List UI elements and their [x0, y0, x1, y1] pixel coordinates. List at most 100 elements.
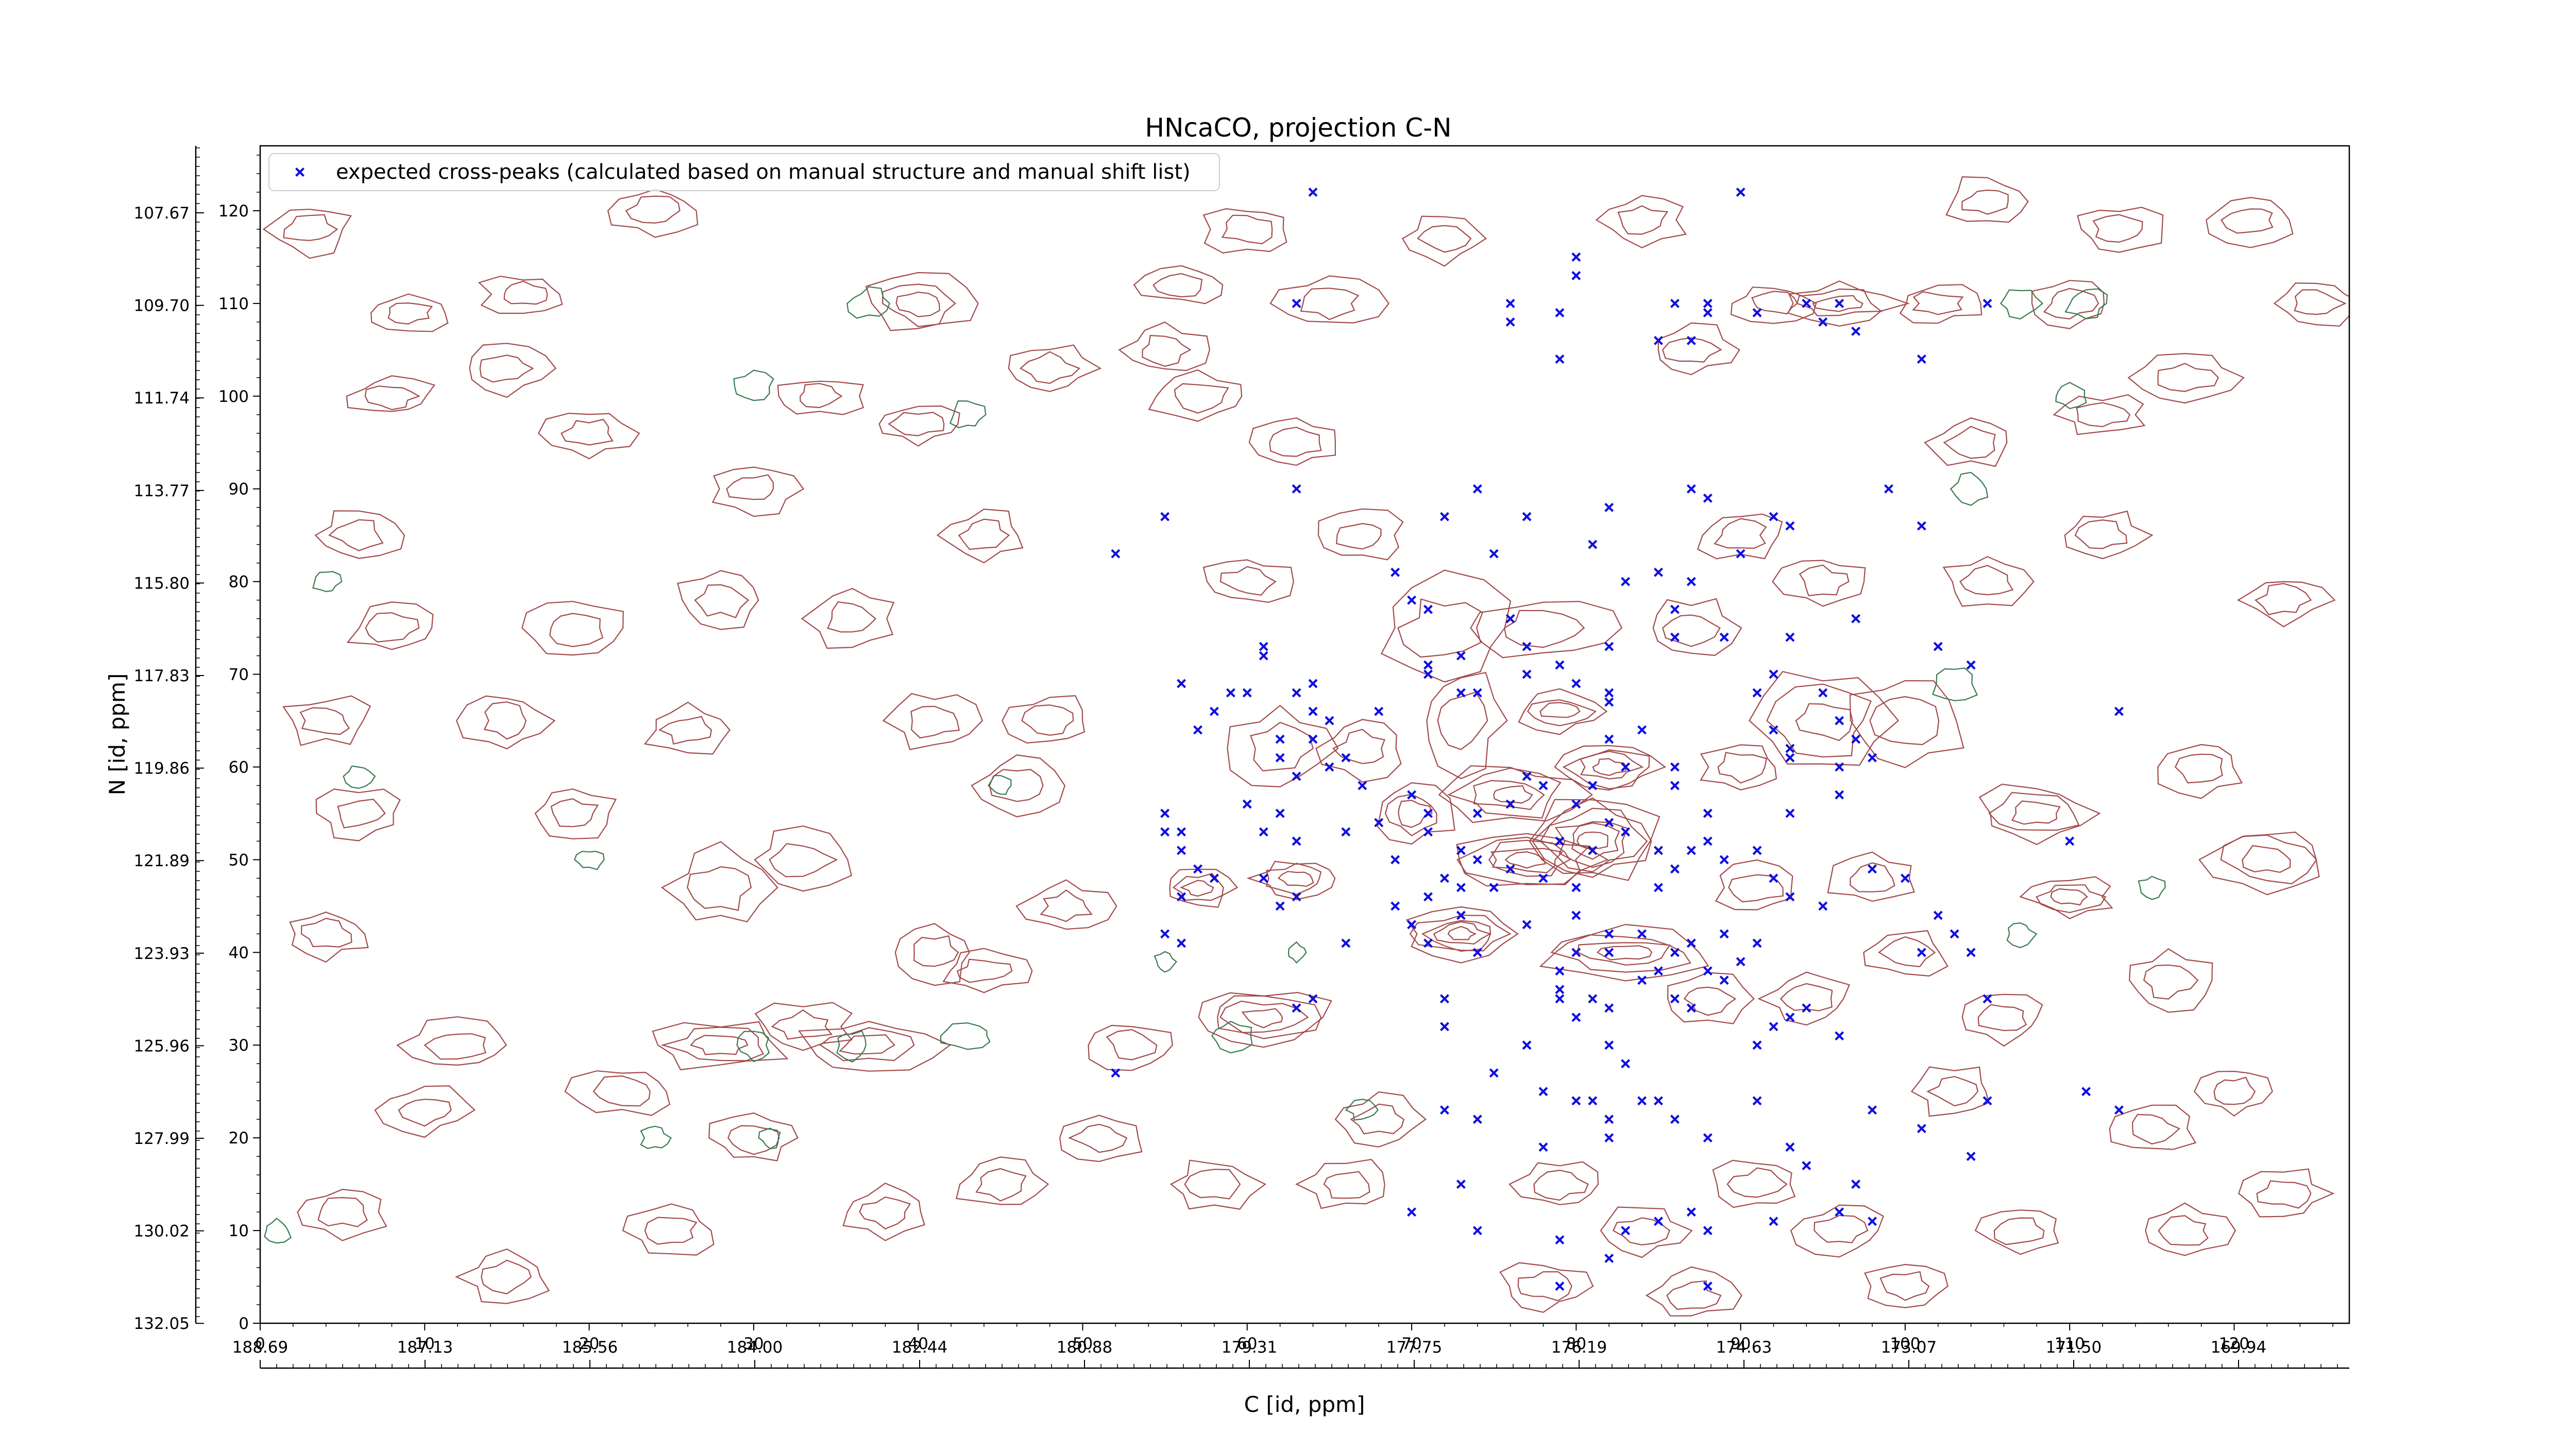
expected-cross-peak: [1456, 911, 1466, 920]
x-index-tick-label: 0: [255, 1335, 265, 1353]
contour-level: [1827, 851, 1915, 902]
expected-cross-peak: [1769, 725, 1778, 735]
contour-positive: [1667, 972, 1755, 1024]
contour-level: [1780, 983, 1833, 1012]
contour-level: [1470, 601, 1623, 659]
contour-positive: [2064, 510, 2154, 560]
contour-positive: [1652, 598, 1742, 656]
expected-cross-peak: [1736, 549, 1745, 559]
contour-level: [2194, 1070, 2273, 1117]
contour-layer: [262, 176, 2349, 1317]
contour-level: [658, 716, 712, 745]
contour-level: [1417, 225, 1472, 253]
contour-level: [1617, 205, 1669, 235]
expected-cross-peak: [1670, 1115, 1680, 1124]
expected-cross-peak: [1308, 706, 1318, 716]
expected-cross-peak: [1242, 688, 1252, 698]
contour-level: [1597, 945, 1653, 961]
contour-positive: [878, 405, 960, 447]
contour-positive: [1380, 569, 1512, 683]
contour-level: [1600, 1206, 1693, 1258]
expected-cross-peak: [1851, 734, 1861, 744]
x-ppm-tick-label: 180.88: [1057, 1338, 1112, 1357]
contour-positive: [534, 788, 617, 839]
contour-level: [300, 918, 352, 948]
contour-level: [1170, 1159, 1266, 1210]
contour-positive: [1529, 797, 1660, 881]
contour-level: [1577, 831, 1608, 849]
expected-cross-peak: [1292, 484, 1301, 494]
y-index-tick-label: 50: [229, 851, 249, 869]
contour-level: [1180, 880, 1214, 897]
expected-cross-peak: [1703, 808, 1713, 818]
expected-cross-peak: [1407, 790, 1417, 800]
contour-level: [2074, 519, 2128, 549]
contour-negative: [312, 571, 343, 593]
x-index-tick-label: 60: [1237, 1335, 1257, 1353]
expected-cross-peak: [1292, 298, 1301, 308]
expected-cross-peak: [1868, 753, 1877, 763]
expected-cross-peak: [1555, 1235, 1565, 1245]
y-ppm-tick-label: 107.67: [134, 204, 190, 223]
contour-level: [660, 1026, 765, 1062]
expected-cross-peak: [1604, 929, 1614, 939]
expected-cross-peak: [1604, 818, 1614, 828]
expected-cross-peak: [1472, 1226, 1482, 1236]
contour-level: [1040, 889, 1093, 922]
expected-cross-peak: [1686, 1207, 1696, 1217]
contour-positive: [314, 510, 405, 559]
expected-cross-peak: [1621, 1226, 1631, 1236]
contour-level: [1697, 513, 1783, 560]
contour-level: [1812, 295, 1863, 312]
contour-level: [1864, 1263, 1948, 1308]
expected-cross-peak: [1835, 762, 1844, 772]
y-index-tick-label: 70: [229, 666, 249, 684]
expected-cross-peak: [1818, 901, 1828, 911]
expected-cross-peak: [1374, 706, 1384, 716]
expected-cross-peak: [1489, 883, 1499, 892]
contour-level: [503, 280, 548, 305]
contour-positive: [1910, 1066, 1990, 1117]
contour-positive: [677, 570, 759, 630]
contour-level: [343, 765, 376, 789]
expected-cross-peak: [1637, 1096, 1647, 1106]
contour-level: [1438, 765, 1594, 823]
contour-level: [1241, 1008, 1283, 1029]
expected-cross-peak: [1621, 1059, 1631, 1069]
expected-cross-peak: [1917, 948, 1926, 957]
expected-cross-peak: [1703, 836, 1713, 846]
contour-level: [2294, 289, 2347, 315]
contour-level: [1216, 995, 1322, 1039]
contour-level: [2055, 382, 2087, 409]
contour-level: [346, 375, 436, 412]
expected-cross-peak: [1917, 521, 1926, 531]
contour-level: [1118, 321, 1211, 372]
contour-positive: [1978, 783, 2101, 846]
contour-level: [1287, 941, 1307, 964]
expected-cross-peak: [1489, 549, 1499, 559]
x-index-tick-label: 10: [415, 1335, 435, 1353]
contour-level: [1592, 758, 1627, 776]
expected-cross-peak: [1966, 660, 1976, 670]
x-index-tick-label: 120: [2219, 1335, 2249, 1353]
chart-title: HNcaCO, projection C-N: [1145, 113, 1451, 143]
legend-label: expected cross-peaks (calculated based o…: [336, 160, 1191, 184]
expected-cross-peak: [1472, 1115, 1482, 1124]
contour-level: [2242, 845, 2291, 873]
contour-level: [910, 705, 960, 739]
contour-level: [2064, 288, 2108, 319]
contour-level: [2157, 363, 2219, 392]
contour-level: [1248, 417, 1336, 466]
expected-cross-peak: [1670, 632, 1680, 642]
contour-level: [283, 214, 338, 241]
contour-level: [2143, 964, 2199, 1000]
contour-level: [2198, 831, 2320, 896]
contour-positive: [564, 1070, 670, 1116]
contour-positive: [521, 601, 624, 656]
contour-positive: [1088, 1024, 1173, 1071]
expected-cross-peak: [1456, 651, 1466, 661]
contour-level: [777, 380, 865, 415]
expected-cross-peak: [1703, 308, 1713, 317]
contour-level: [1554, 745, 1667, 791]
